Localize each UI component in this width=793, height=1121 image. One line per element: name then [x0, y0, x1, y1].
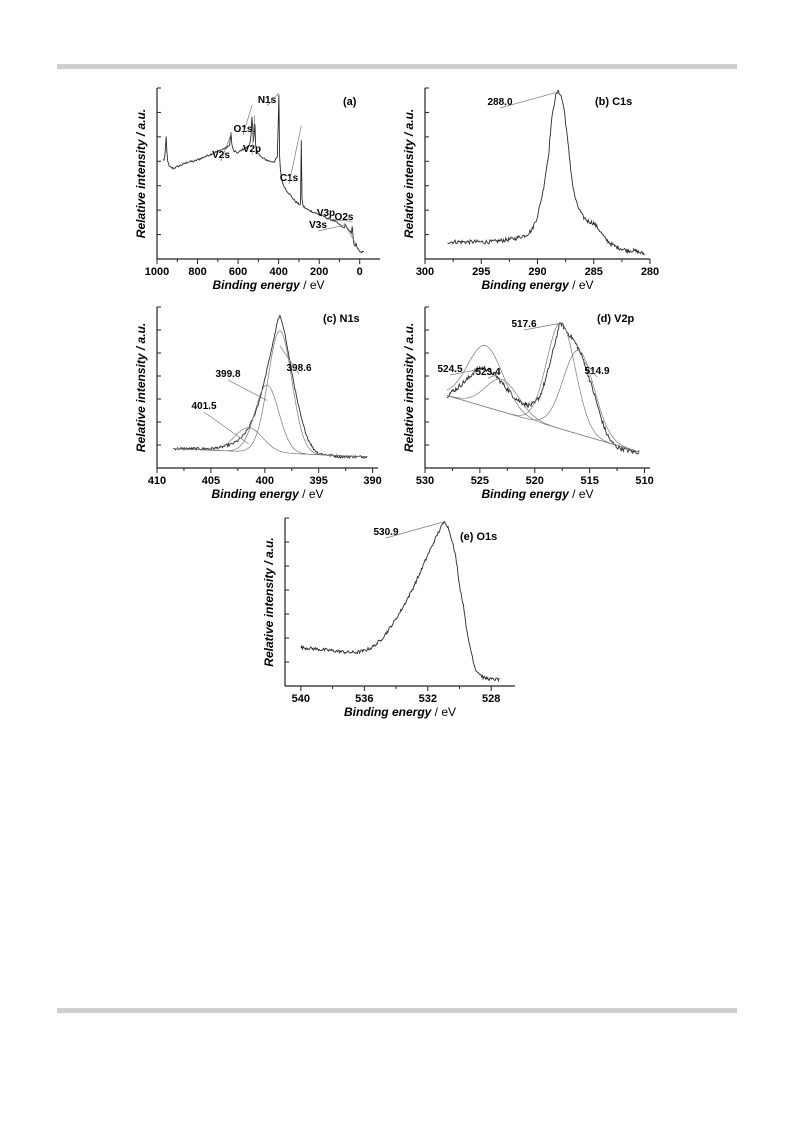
peak-leader-line: [220, 132, 232, 162]
peak-label: 288.0: [487, 97, 512, 108]
peak-leader-line: [227, 379, 268, 401]
panel-label: (e) O1s: [460, 531, 497, 543]
peak-leader-line: [266, 92, 280, 107]
chart-panel-d: 530 525 520 515 510 Binding energy / eV Relati…: [402, 306, 654, 501]
top-rule: [57, 64, 737, 69]
chart-panel-e: 540 536 532 528 Binding energy / eV Relative …: [262, 517, 515, 719]
panel-label: (a): [343, 96, 357, 108]
y-axis-title: Relative intensity / a.u.: [134, 323, 148, 452]
x-tick-label: 600: [229, 266, 247, 278]
fit-component-line: [446, 378, 640, 453]
x-tick-label: 540: [292, 693, 310, 705]
spectrum-line: [162, 94, 364, 254]
peak-leader-line: [449, 367, 486, 376]
x-tick-label: 400: [256, 475, 274, 487]
x-tick-label: 1000: [145, 266, 169, 278]
peak-leader-line: [288, 125, 302, 185]
chart-panel-a: 1000 800 600 400 200 0 Binding energy / eV Rela…: [134, 87, 380, 292]
peak-label: O2s: [335, 212, 354, 223]
y-axis-title: Relative intensity / a.u.: [262, 537, 276, 666]
x-tick-label: 0: [357, 266, 363, 278]
x-axis-title: Binding energy / eV: [344, 705, 456, 719]
x-tick-label: 532: [419, 693, 437, 705]
x-tick-label: 525: [471, 475, 489, 487]
peak-label: 514.9: [584, 366, 609, 377]
x-tick-label: 395: [310, 475, 328, 487]
peak-label: 399.8: [215, 369, 240, 380]
peak-leader-line: [343, 222, 356, 244]
peak-leader-line: [487, 374, 498, 379]
spectrum-line: [446, 321, 640, 455]
peak-label: 524.5: [437, 364, 462, 375]
x-axis-title: Binding energy / eV: [211, 487, 323, 501]
fit-component-line: [173, 330, 368, 458]
x-axis-title: Binding energy / eV: [481, 278, 593, 292]
peak-label: V2s: [212, 150, 230, 161]
chart-panel-c: 410 405 400 395 390 Binding energy / eV Relati…: [134, 306, 382, 501]
fit-component-line: [173, 427, 368, 458]
peak-label: 517.6: [511, 319, 536, 330]
x-tick-label: 285: [585, 266, 603, 278]
x-tick-label: 410: [148, 475, 166, 487]
x-tick-label: 800: [188, 266, 206, 278]
peak-label: V2p: [243, 144, 261, 155]
x-axis-title: Binding energy / eV: [212, 278, 324, 292]
x-tick-label: 536: [355, 693, 373, 705]
x-tick-label: 400: [269, 266, 287, 278]
spectrum-line: [300, 520, 500, 683]
peak-leader-line: [279, 345, 300, 375]
x-tick-label: 405: [202, 475, 220, 487]
peak-leader-line: [583, 361, 598, 378]
peak-leader-line: [317, 224, 346, 232]
peak-leader-line: [499, 91, 561, 109]
y-axis-title: Relative intensity / a.u.: [134, 109, 148, 238]
peak-leader-line: [523, 322, 562, 331]
peak-label: N1s: [258, 95, 277, 106]
spectrum-line: [447, 89, 645, 256]
peak-label: 401.5: [191, 401, 216, 412]
peak-label: 530.9: [373, 527, 398, 538]
chart-panel-b: 300 295 290 285 280 Binding energy / eV Relati…: [402, 87, 659, 292]
x-tick-label: 515: [580, 475, 598, 487]
peak-leader-line: [385, 521, 446, 539]
x-tick-label: 200: [310, 266, 328, 278]
x-tick-label: 520: [526, 475, 544, 487]
x-tick-label: 528: [482, 693, 500, 705]
bottom-rule: [57, 1008, 737, 1013]
peak-leader-line: [251, 115, 256, 156]
y-axis-title: Relative intensity / a.u.: [402, 323, 416, 452]
peak-leader-line: [242, 104, 253, 136]
peak-leader-line: [325, 218, 353, 222]
peak-label: O1s: [234, 124, 253, 135]
x-tick-label: 390: [363, 475, 381, 487]
fit-component-line: [446, 349, 640, 453]
peak-label: V3p: [317, 208, 335, 219]
peak-label: C1s: [280, 173, 299, 184]
spectrum-line: [172, 314, 368, 460]
fit-component-line: [446, 345, 640, 453]
peak-label: 398.6: [286, 363, 311, 374]
x-tick-label: 295: [472, 266, 490, 278]
peak-label: 523.4: [475, 367, 500, 378]
x-tick-label: 280: [641, 266, 659, 278]
x-tick-label: 300: [416, 266, 434, 278]
y-axis-title: Relative intensity / a.u.: [402, 109, 416, 238]
x-axis-title: Binding energy / eV: [481, 487, 593, 501]
fit-component-line: [173, 384, 368, 458]
peak-label: V3s: [309, 220, 327, 231]
x-tick-label: 530: [416, 475, 434, 487]
x-tick-label: 290: [528, 266, 546, 278]
peak-leader-line: [203, 411, 249, 445]
panel-label: (c) N1s: [323, 313, 360, 325]
panel-label: (b) C1s: [595, 96, 632, 108]
x-tick-label: 510: [635, 475, 653, 487]
panel-label: (d) V2p: [597, 313, 635, 325]
